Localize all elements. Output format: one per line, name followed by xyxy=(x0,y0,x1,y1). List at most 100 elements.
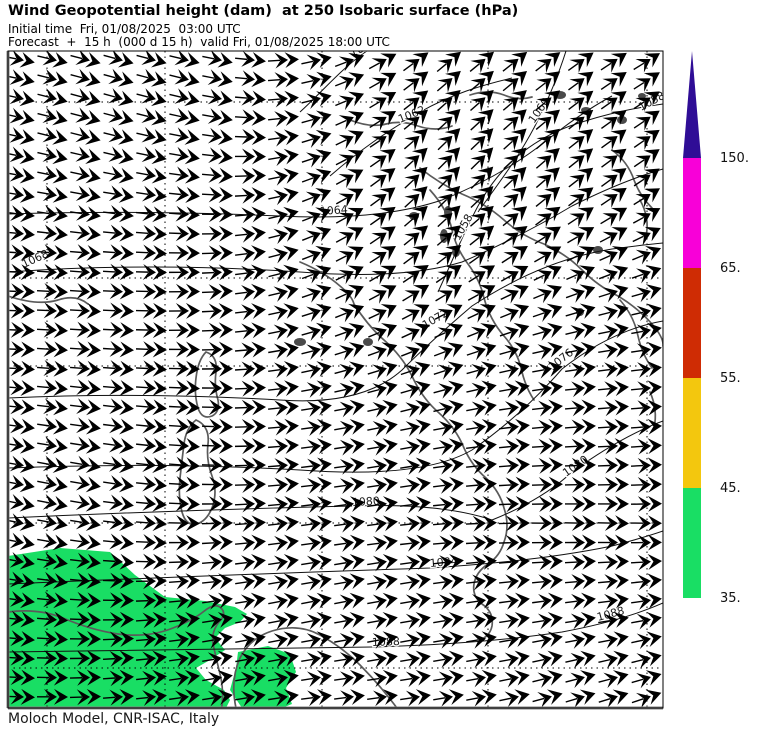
wind-barb-icon xyxy=(34,124,71,149)
wind-barb-icon xyxy=(464,474,499,495)
wind-barb-icon xyxy=(134,493,169,514)
wind-barb-icon xyxy=(101,339,136,359)
wind-barb-icon xyxy=(234,475,267,494)
wind-barb-icon xyxy=(398,121,434,156)
wind-barb-icon xyxy=(168,359,201,378)
wind-barb-icon xyxy=(331,239,368,270)
wind-barb-icon xyxy=(497,455,532,476)
wind-barb-icon xyxy=(35,472,70,496)
wind-barb-icon xyxy=(133,124,170,149)
wind-barb-icon xyxy=(628,259,663,287)
wind-barb-icon xyxy=(562,646,599,671)
wind-barb-icon xyxy=(201,243,234,263)
wind-barb-icon xyxy=(497,83,533,118)
wind-barb-icon xyxy=(563,627,598,651)
wind-barb-icon xyxy=(200,282,235,302)
wind-barb-icon xyxy=(266,69,301,90)
wind-barb-icon xyxy=(530,121,566,156)
wind-barb-icon xyxy=(133,105,170,130)
wind-barb-icon xyxy=(101,473,136,496)
wind-barb-icon xyxy=(233,223,268,245)
wind-barb-icon xyxy=(68,492,103,515)
wind-barb-icon xyxy=(497,64,533,98)
wind-barb-icon xyxy=(497,590,532,612)
wind-barb-icon xyxy=(562,239,599,269)
wind-barb-icon xyxy=(233,68,268,90)
wind-barb-icon xyxy=(597,456,630,475)
colorbar-segment xyxy=(683,378,701,488)
wind-barb-icon xyxy=(630,514,663,532)
wind-barb-icon xyxy=(562,278,599,306)
wind-barb-icon xyxy=(497,685,533,708)
wind-barb-icon xyxy=(497,666,533,690)
wind-barb-icon xyxy=(563,417,598,437)
wind-barb-icon xyxy=(398,666,433,690)
wind-barb-icon xyxy=(464,589,499,612)
wind-barb-icon xyxy=(101,163,137,187)
wind-barb-icon xyxy=(398,686,433,708)
wind-barb-icon xyxy=(134,223,169,244)
wind-barb-icon xyxy=(299,628,334,651)
wind-barb-icon xyxy=(364,65,401,96)
wind-barb-icon xyxy=(68,339,103,360)
wind-barb-icon xyxy=(431,474,466,496)
wind-barb-icon xyxy=(233,628,268,651)
wind-barb-icon xyxy=(431,493,466,515)
wind-barb-icon xyxy=(398,454,433,477)
wind-barb-icon xyxy=(596,436,631,456)
wind-barb-icon xyxy=(497,571,532,592)
wind-barb-icon xyxy=(134,144,170,168)
wind-barb-icon xyxy=(265,280,302,305)
wind-barb-icon xyxy=(68,242,103,263)
wind-barb-icon xyxy=(200,185,235,205)
wind-barb-icon xyxy=(563,590,598,612)
wind-barb-icon xyxy=(34,105,71,130)
wind-barb-icon xyxy=(332,667,367,689)
wind-barb-icon xyxy=(68,472,103,496)
wind-barb-icon xyxy=(431,51,467,79)
wind-barb-icon xyxy=(364,297,401,327)
wind-barb-icon xyxy=(266,126,301,149)
wind-barb-icon xyxy=(398,493,433,515)
wind-barb-icon xyxy=(563,609,598,632)
wind-barb-icon xyxy=(563,122,599,156)
wind-barb-icon xyxy=(135,552,168,571)
wind-barb-icon xyxy=(35,183,70,206)
wind-barb-icon xyxy=(365,435,400,458)
wind-barb-icon xyxy=(530,51,566,78)
wind-barb-icon xyxy=(168,552,201,572)
wind-barb-icon xyxy=(134,416,169,437)
wind-barb-icon xyxy=(200,51,236,72)
wind-barb-icon xyxy=(463,337,500,364)
wind-barb-icon xyxy=(135,340,168,359)
wind-barb-icon xyxy=(628,665,663,691)
wind-barb-icon xyxy=(167,571,202,591)
wind-barb-icon xyxy=(365,608,400,632)
wind-barb-icon xyxy=(200,552,235,572)
wind-barb-icon xyxy=(364,396,401,420)
wind-barb-icon xyxy=(298,318,335,344)
wind-barb-icon xyxy=(201,321,234,340)
wind-barb-icon xyxy=(531,475,564,494)
wind-barb-icon xyxy=(234,456,267,475)
wind-barb-icon xyxy=(464,647,499,670)
wind-barb-icon xyxy=(398,532,433,554)
wind-barb-icon xyxy=(596,358,631,380)
wind-barb-icon xyxy=(100,143,137,168)
wind-barb-icon xyxy=(464,494,499,514)
wind-barb-icon xyxy=(562,298,599,325)
wind-barb-icon xyxy=(497,51,533,79)
wind-barb-icon xyxy=(398,628,433,651)
wind-barb-icon xyxy=(34,66,71,91)
wind-barb-icon xyxy=(530,160,566,195)
wind-barb-icon xyxy=(68,163,104,187)
wind-barb-icon xyxy=(233,532,268,553)
wind-barb-icon xyxy=(298,67,335,92)
wind-barb-icon xyxy=(134,243,169,263)
colorbar-tick: 55. xyxy=(720,371,741,386)
wind-barb-icon xyxy=(562,318,599,343)
wind-barb-icon xyxy=(430,336,467,365)
wind-barb-icon xyxy=(596,417,631,437)
wind-barb-icon xyxy=(498,514,531,533)
wind-barb-icon xyxy=(201,475,234,494)
